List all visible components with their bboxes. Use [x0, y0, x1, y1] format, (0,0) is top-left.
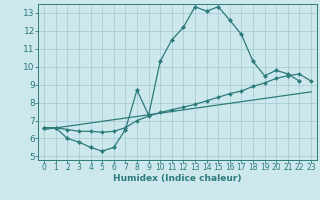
X-axis label: Humidex (Indice chaleur): Humidex (Indice chaleur) — [113, 174, 242, 183]
